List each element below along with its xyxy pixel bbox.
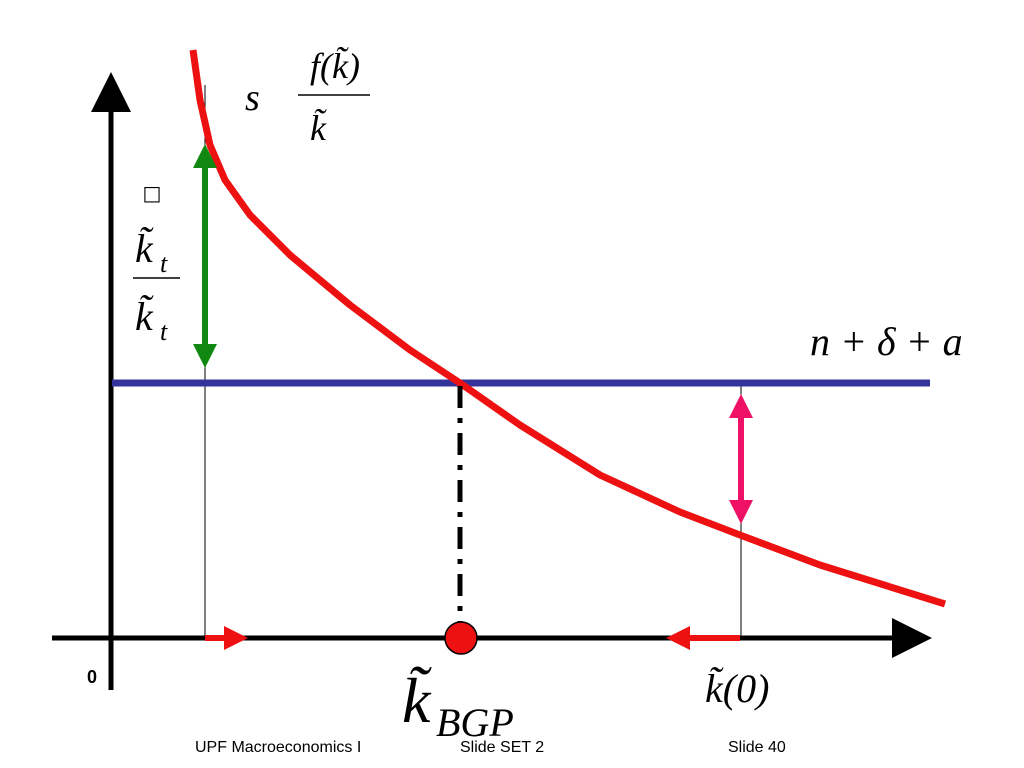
- savings-denominator: k̃: [310, 108, 327, 148]
- growth-numerator-sub: t: [160, 249, 168, 278]
- depreciation-label: n + δ + a: [810, 319, 963, 364]
- growth-denominator: k̃: [135, 294, 154, 339]
- growth-denominator-sub: t: [160, 317, 168, 346]
- footer-text: Slide SET 2: [460, 739, 544, 756]
- growth-numerator: k̃: [135, 226, 154, 271]
- steady-state-point: [444, 621, 478, 655]
- steady-state-label: k̃: [402, 665, 432, 736]
- footer-text: UPF Macroeconomics I: [195, 739, 361, 756]
- growth-dot: □: [143, 181, 162, 205]
- initial-label: k̃(0): [705, 666, 769, 711]
- savings-numerator: f(k̃): [310, 46, 360, 86]
- origin-label: 0: [87, 667, 97, 687]
- footer-text: Slide 40: [728, 739, 786, 756]
- steady-state-sub: BGP: [436, 700, 514, 745]
- savings-s: s: [245, 77, 260, 119]
